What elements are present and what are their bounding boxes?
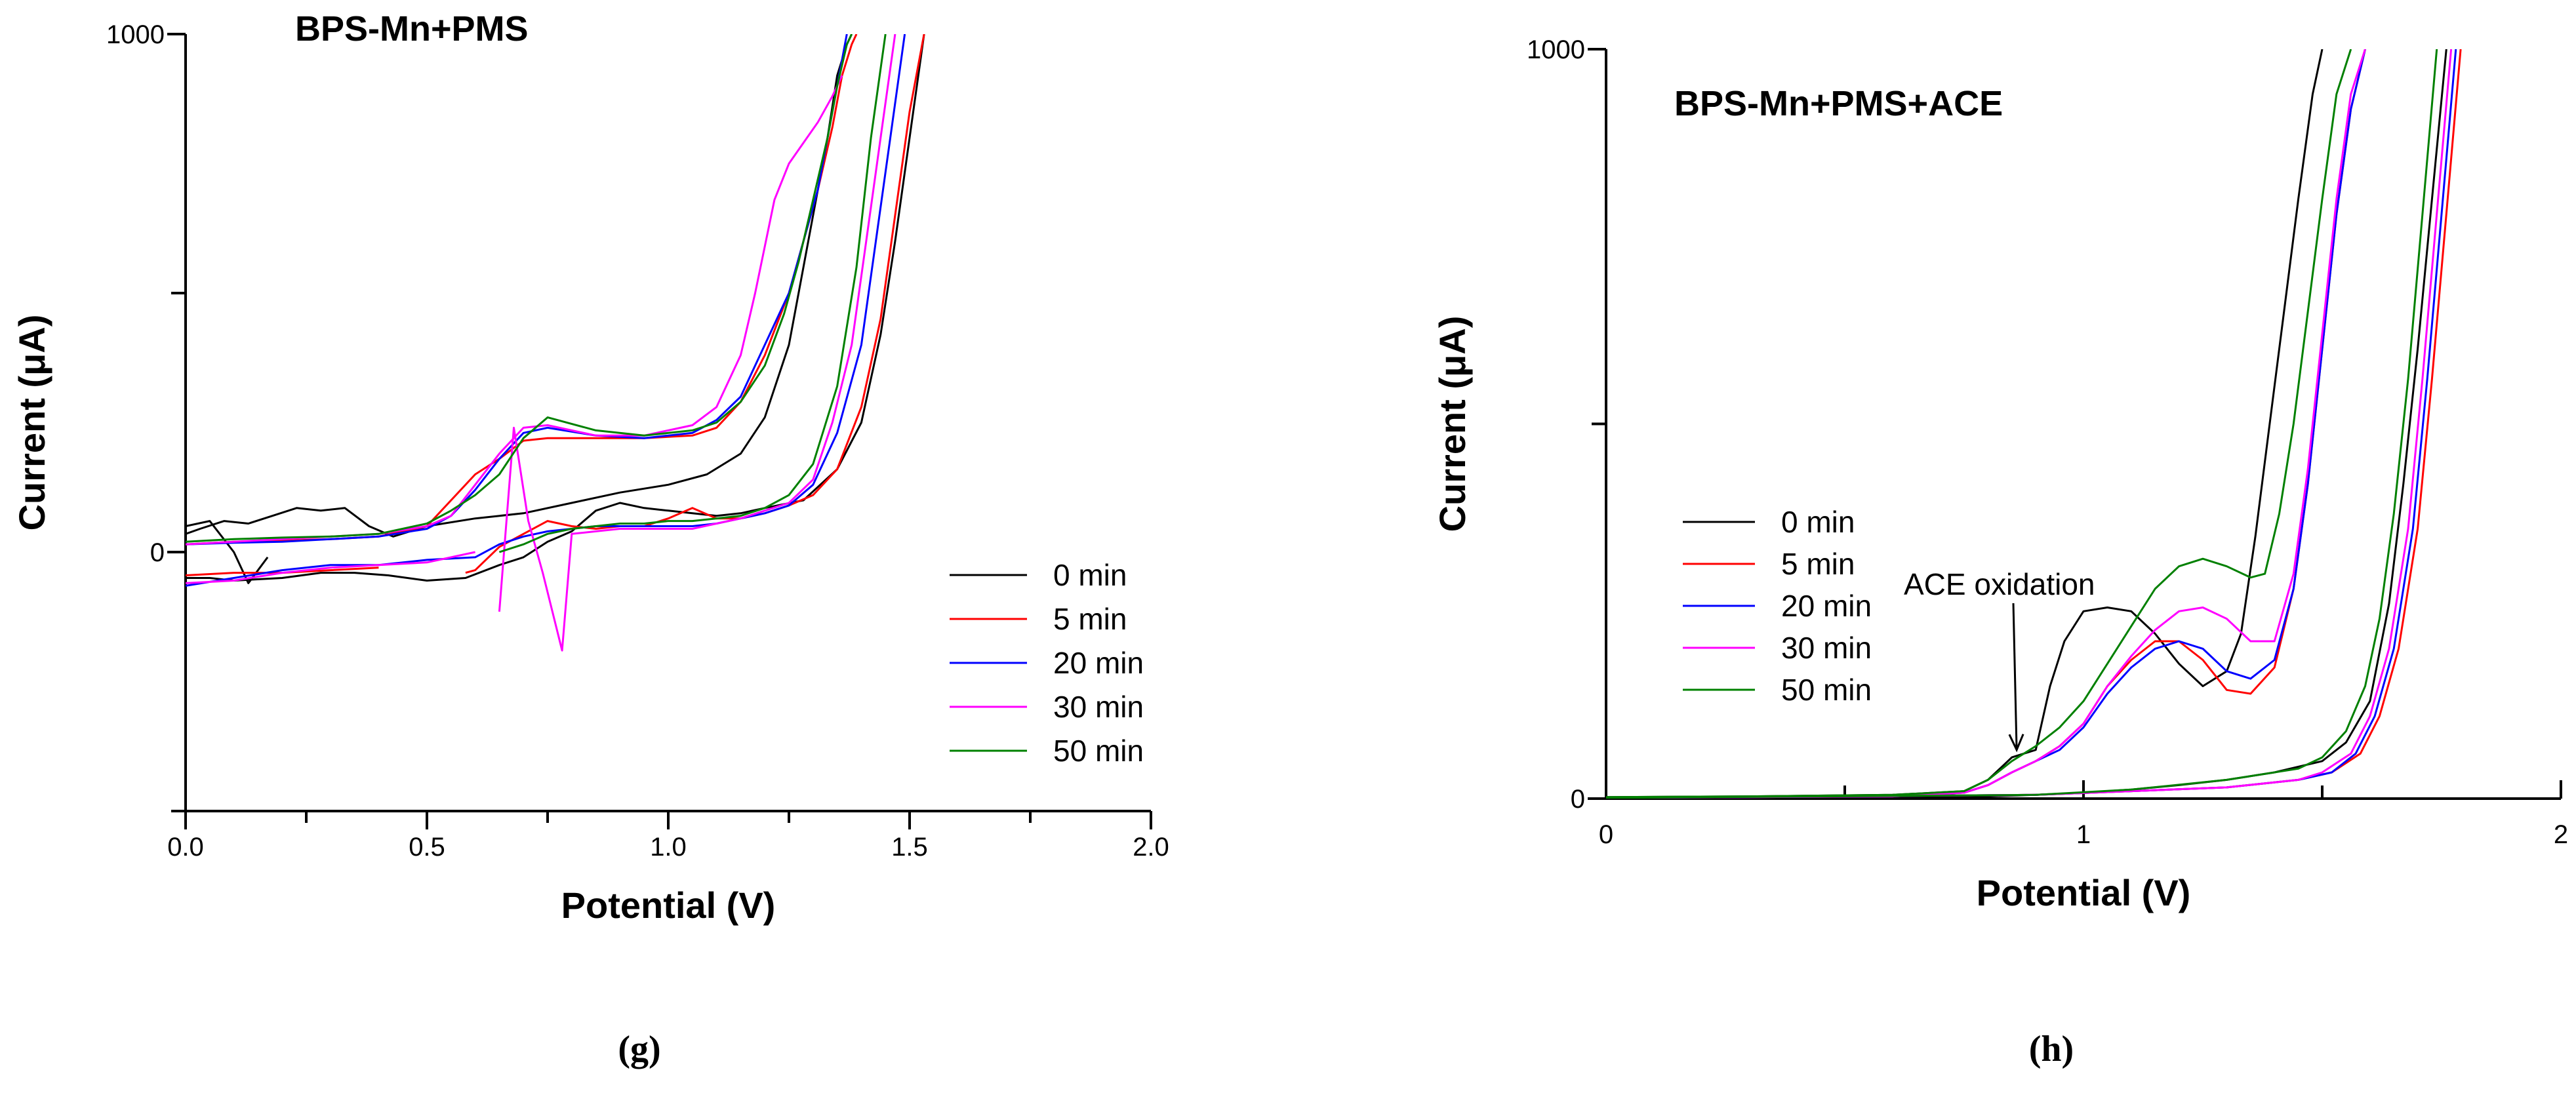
series-line-5-min [465,34,925,574]
panel-label-g: (g) [618,1029,660,1069]
series-line-0-min [186,34,925,582]
y-tick-label: 1000 [106,20,165,49]
x-tick-label: 0.0 [167,833,204,862]
x-axis-label: Potential (V) [1977,872,2191,913]
legend-label: 50 min [1781,673,1872,707]
series-line-30-min [186,551,475,584]
legend-label: 20 min [1781,589,1872,623]
chart-panel-h: 0 1000 0 1 2 Potential (V) Current (μA) BPS-Mn+… [1432,35,2568,913]
chart-panel-g: 0 1000 0.0 0.5 1.0 1.5 2.0 Potential (V) Current… [11,9,1169,926]
panel-label-h: (h) [2029,1029,2074,1069]
x-tick-label: 1 [2076,820,2091,849]
x-axis-label: Potential (V) [561,884,776,926]
y-axis-label: Current (μA) [1432,316,1473,532]
annotation-text: ACE oxidation [1904,567,2095,601]
x-tick-label: 2.0 [1133,833,1169,862]
legend-label: 30 min [1053,690,1144,724]
legend-label: 30 min [1781,631,1872,665]
legend-label: 20 min [1053,646,1144,680]
series-line-50-min [186,34,853,543]
y-axis-label: Current (μA) [11,315,52,531]
y-tick-label: 0 [150,538,165,567]
x-tick-label: 0.5 [409,833,445,862]
chart-title: BPS-Mn+PMS+ACE [1674,84,2003,123]
x-tick-label: 0 [1599,820,1613,849]
series-line-50-min [498,34,887,553]
x-tick-label: 1.5 [891,833,928,862]
chart-title: BPS-Mn+PMS [295,9,529,49]
x-tick-label: 2 [2554,820,2568,849]
legend-label: 50 min [1053,734,1144,768]
legend-label: 0 min [1053,558,1127,592]
legend-label: 5 min [1781,547,1855,581]
series-line-0-min [186,34,853,538]
series-line-30-min [1606,49,2453,799]
annotation-arrowhead [2008,734,2024,753]
legend-label: 5 min [1053,602,1127,636]
series-line-50-min [1606,49,2352,799]
series-line-30-min [498,34,896,652]
series-line-50-min [1606,49,2438,799]
legend-label: 0 min [1781,505,1855,539]
series-group [186,34,925,652]
series-group [1606,49,2462,799]
y-tick-label: 0 [1571,785,1585,814]
y-tick-label: 1000 [1527,35,1585,64]
annotation-arrow [2012,603,2018,750]
x-tick-label: 1.0 [650,833,687,862]
series-line-30-min [1606,49,2366,799]
